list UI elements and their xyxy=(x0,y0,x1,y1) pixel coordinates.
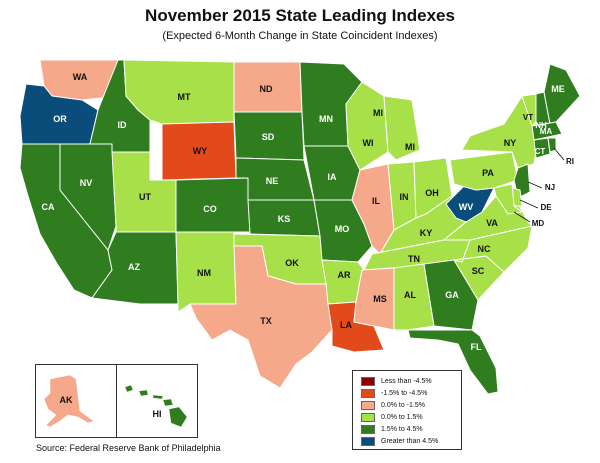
state-label-wv: WV xyxy=(459,202,474,212)
state-label-va: VA xyxy=(486,218,498,228)
legend-item: 0.0% to -1.5% xyxy=(361,400,425,410)
state-label-vt: VT xyxy=(523,113,533,122)
state-label-ar: AR xyxy=(338,270,351,280)
state-hi-molokai[interactable] xyxy=(152,394,164,400)
hawaii-inset: HI xyxy=(116,364,198,438)
leader-line-de xyxy=(519,199,539,209)
state-label-mi: MI xyxy=(405,142,415,152)
legend-item: 0.0% to 1.5% xyxy=(361,412,423,422)
legend-label: 1.5% to 4.5% xyxy=(381,425,423,433)
state-label-ky: KY xyxy=(420,228,433,238)
state-label-oh: OH xyxy=(425,188,439,198)
state-label-ma: MA xyxy=(540,127,553,136)
state-ct[interactable] xyxy=(533,137,551,159)
state-label-ri: RI xyxy=(566,157,574,166)
leader-line-md xyxy=(513,211,531,223)
legend-swatch xyxy=(361,400,375,410)
state-tx[interactable] xyxy=(189,245,333,389)
state-label-nh: NH xyxy=(535,121,547,130)
state-label-mo: MO xyxy=(335,224,350,234)
state-me[interactable] xyxy=(543,63,581,125)
state-label-tn: TN xyxy=(408,254,420,264)
source-note: Source: Federal Reserve Bank of Philadel… xyxy=(36,443,221,453)
state-label-hi: HI xyxy=(153,409,162,419)
state-al[interactable] xyxy=(393,263,435,331)
state-label-nj: NJ xyxy=(545,183,555,192)
state-label-nd: ND xyxy=(260,84,273,94)
state-label-nm: NM xyxy=(197,268,211,278)
state-label-ok: OK xyxy=(285,258,299,268)
state-label-ct: CT xyxy=(535,147,546,156)
legend-label: Greater than 4.5% xyxy=(381,437,439,445)
legend-swatch xyxy=(361,424,375,434)
state-label-ne: NE xyxy=(266,176,279,186)
leader-line-ri xyxy=(553,147,565,161)
state-label-mn: MN xyxy=(319,114,333,124)
state-label-id: ID xyxy=(118,120,128,130)
state-label-tx: TX xyxy=(260,316,272,326)
state-label-ny: NY xyxy=(504,138,517,148)
state-label-nc: NC xyxy=(478,244,491,254)
state-hi-oahu[interactable] xyxy=(138,389,149,397)
legend-item: Less than -4.5% xyxy=(361,376,432,386)
legend-label: Less than -4.5% xyxy=(381,377,432,385)
state-ri[interactable] xyxy=(547,137,557,153)
legend-label: 0.0% to -1.5% xyxy=(381,401,425,409)
state-hi-big-island[interactable] xyxy=(168,406,188,428)
legend-swatch xyxy=(361,436,375,446)
state-label-or: OR xyxy=(53,114,67,124)
legend-swatch xyxy=(361,412,375,422)
state-label-pa: PA xyxy=(482,168,494,178)
state-label-in: IN xyxy=(400,192,409,202)
state-label-me: ME xyxy=(551,84,565,94)
legend-item: Greater than 4.5% xyxy=(361,436,439,446)
legend-item: 1.5% to 4.5% xyxy=(361,424,423,434)
state-label-de: DE xyxy=(540,203,552,212)
state-label-ia: IA xyxy=(328,172,338,182)
state-hi-maui[interactable] xyxy=(162,398,174,407)
state-label-la: LA xyxy=(340,320,352,330)
state-label-ak: AK xyxy=(60,395,73,405)
state-label-ca: CA xyxy=(42,202,55,212)
state-label-wi: WI xyxy=(363,138,374,148)
state-label-ga: GA xyxy=(445,290,459,300)
state-label-ks: KS xyxy=(278,214,291,224)
map-title: November 2015 State Leading Indexes xyxy=(145,6,455,25)
legend-swatch xyxy=(361,388,375,398)
state-label-az: AZ xyxy=(128,262,140,272)
state-label-sc: SC xyxy=(472,266,485,276)
state-label-ut: UT xyxy=(139,192,151,202)
state-label-wa: WA xyxy=(73,72,88,82)
state-label-md: MD xyxy=(532,219,545,228)
state-fl[interactable] xyxy=(407,329,499,395)
state-md[interactable] xyxy=(493,183,523,215)
state-label-sd: SD xyxy=(262,132,275,142)
state-label-co: CO xyxy=(203,204,217,214)
state-label-fl: FL xyxy=(471,342,482,352)
state-label-al: AL xyxy=(404,290,416,300)
legend-label: 0.0% to 1.5% xyxy=(381,413,423,421)
leader-line-nj xyxy=(527,181,543,189)
legend-swatch xyxy=(361,376,375,386)
state-label-mt: MT xyxy=(178,92,191,102)
map-subtitle: (Expected 6-Month Change in State Coinci… xyxy=(162,30,438,42)
state-hi-kauai[interactable] xyxy=(124,384,134,393)
state-ma[interactable] xyxy=(531,121,563,141)
legend-label: -1.5% to -4.5% xyxy=(381,389,428,397)
alaska-inset: AK xyxy=(35,364,117,438)
legend-item: -1.5% to -4.5% xyxy=(361,388,428,398)
state-label-nv: NV xyxy=(80,178,93,188)
state-label-wy: WY xyxy=(193,146,208,156)
state-label-il: IL xyxy=(372,196,381,206)
state-mi[interactable] xyxy=(383,95,421,161)
state-label-ms: MS xyxy=(373,294,387,304)
state-label-mi-upper: MI xyxy=(373,108,383,118)
map-legend: Less than -4.5% -1.5% to -4.5% 0.0% to -… xyxy=(352,370,462,450)
state-ak[interactable] xyxy=(43,374,95,428)
